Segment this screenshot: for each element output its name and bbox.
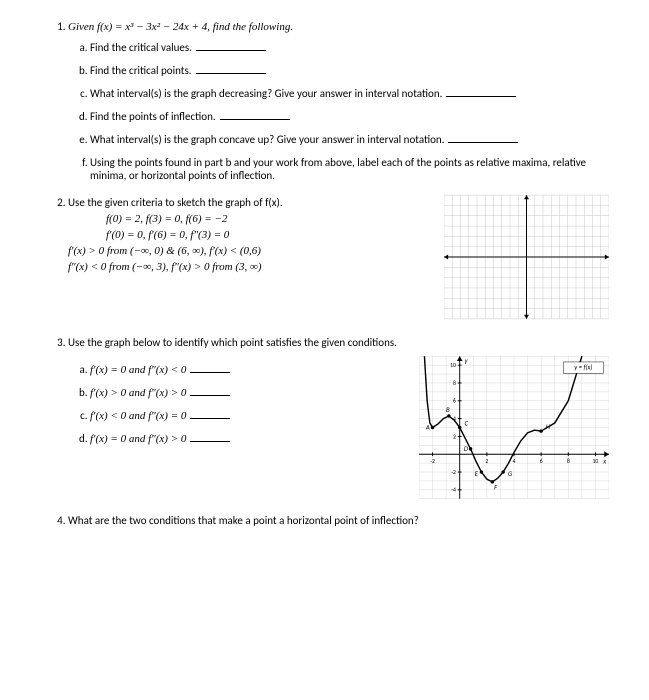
q2-grid [444, 192, 609, 322]
svg-text:G: G [508, 470, 513, 478]
q1d: Find the points of inflection. [90, 110, 609, 123]
q2-l4: f″(x) < 0 from (−∞, 3), f″(x) > 0 from (… [68, 261, 434, 273]
q3a-blank[interactable] [190, 363, 230, 373]
svg-text:y = f(x): y = f(x) [574, 364, 592, 372]
q3: Use the graph below to identify which po… [68, 336, 609, 500]
q2-l2: f′(0) = 0, f′(6) = 0, f″(3) = 0 [68, 229, 434, 241]
q3d-blank[interactable] [190, 432, 230, 442]
svg-text:-2: -2 [451, 469, 456, 476]
svg-text:-2: -2 [430, 458, 435, 465]
svg-text:y: y [464, 357, 468, 365]
svg-text:6: 6 [453, 398, 456, 405]
svg-text:F: F [494, 483, 498, 491]
q1f: Using the points found in part b and you… [90, 156, 609, 182]
q1b: Find the critical points. [90, 64, 609, 77]
svg-text:4: 4 [513, 458, 516, 465]
q2-l1: f(0) = 2, f(3) = 0, f(6) = −2 [68, 213, 434, 225]
svg-text:2: 2 [453, 433, 456, 440]
svg-text:A: A [425, 423, 430, 431]
svg-text:-4: -4 [451, 487, 456, 494]
q1c: What interval(s) is the graph decreasing… [90, 87, 609, 100]
svg-text:10: 10 [450, 362, 456, 369]
q2: Use the given criteria to sketch the gra… [68, 196, 609, 322]
q1b-blank[interactable] [196, 64, 266, 74]
svg-text:8: 8 [453, 380, 456, 387]
q1a: Find the critical values. [90, 41, 609, 54]
q1d-blank[interactable] [220, 110, 290, 120]
q3b: f′(x) > 0 and f″(x) > 0 [90, 386, 409, 399]
svg-text:x: x [602, 458, 606, 466]
q3a: f′(x) = 0 and f″(x) < 0 [90, 363, 409, 376]
q4: What are the two conditions that make a … [68, 514, 609, 527]
svg-text:C: C [464, 420, 468, 428]
q1: Given f(x) = x³ − 3x² − 24x + 4, find th… [68, 20, 609, 182]
q3c-blank[interactable] [190, 409, 230, 419]
svg-text:H: H [546, 423, 551, 431]
q1e-blank[interactable] [448, 133, 518, 143]
svg-text:D: D [464, 445, 468, 453]
q3c: f′(x) < 0 and f″(x) = 0 [90, 409, 409, 422]
q1c-blank[interactable] [446, 87, 516, 97]
svg-text:10: 10 [593, 458, 599, 465]
q3b-blank[interactable] [190, 386, 230, 396]
q2-stem: Use the given criteria to sketch the gra… [68, 196, 283, 209]
q1e: What interval(s) is the graph concave up… [90, 133, 609, 146]
q1-stem: Given f(x) = x³ − 3x² − 24x + 4, find th… [68, 21, 293, 33]
svg-text:B: B [446, 406, 450, 414]
svg-text:2: 2 [485, 458, 488, 465]
svg-text:E: E [475, 470, 479, 478]
q3d: f′(x) = 0 and f″(x) > 0 [90, 432, 409, 445]
q1a-blank[interactable] [196, 41, 266, 51]
q3-stem: Use the graph below to identify which po… [68, 336, 397, 349]
q3-graph: -2246810-4-2246810xyABCDEFGHy = f(x) [419, 355, 609, 500]
q4-stem: What are the two conditions that make a … [68, 514, 419, 527]
svg-text:6: 6 [540, 458, 543, 465]
svg-text:8: 8 [567, 458, 570, 465]
q2-l3: f′(x) > 0 from (−∞, 0) & (6, ∞), f′(x) <… [68, 245, 434, 257]
